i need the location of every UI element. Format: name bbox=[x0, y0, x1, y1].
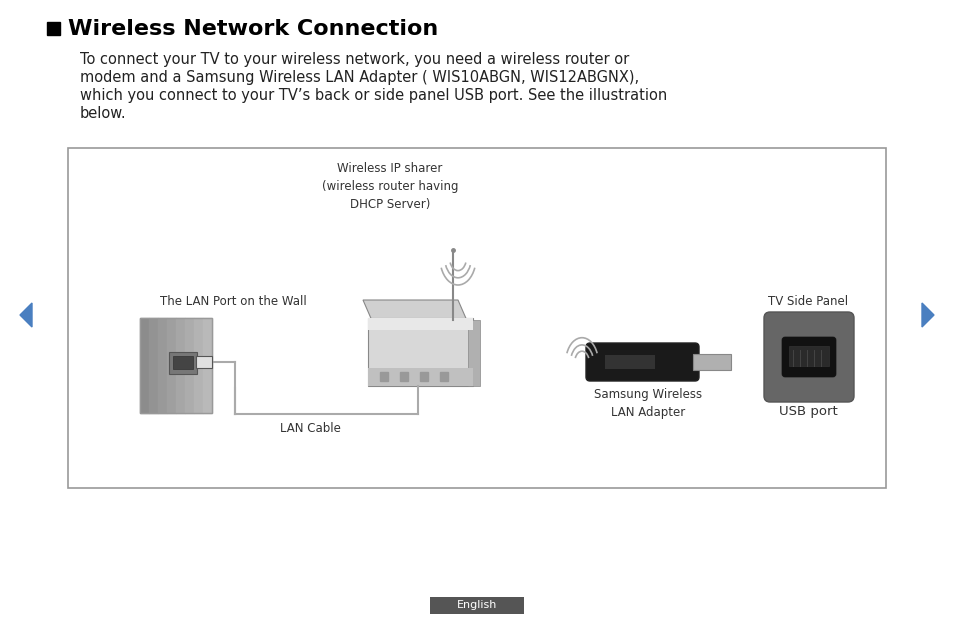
Text: Wireless Network Connection: Wireless Network Connection bbox=[68, 19, 437, 39]
Text: Samsung Wireless
LAN Adapter: Samsung Wireless LAN Adapter bbox=[594, 388, 701, 419]
Text: below.: below. bbox=[80, 106, 127, 121]
Text: which you connect to your TV’s back or side panel USB port. See the illustration: which you connect to your TV’s back or s… bbox=[80, 88, 666, 103]
Bar bbox=[140, 318, 149, 413]
FancyBboxPatch shape bbox=[172, 356, 193, 369]
Bar bbox=[158, 318, 167, 413]
Bar bbox=[47, 22, 60, 35]
Polygon shape bbox=[921, 303, 933, 327]
Bar bbox=[379, 372, 388, 381]
Text: English: English bbox=[456, 600, 497, 610]
Bar bbox=[193, 318, 203, 413]
FancyBboxPatch shape bbox=[195, 356, 212, 368]
Bar bbox=[149, 318, 158, 413]
Bar bbox=[167, 318, 175, 413]
Text: TV Side Panel: TV Side Panel bbox=[767, 295, 847, 308]
FancyBboxPatch shape bbox=[368, 318, 473, 386]
Text: modem and a Samsung Wireless LAN Adapter ( WIS10ABGN, WIS12ABGNX),: modem and a Samsung Wireless LAN Adapter… bbox=[80, 70, 639, 85]
Text: To connect your TV to your wireless network, you need a wireless router or: To connect your TV to your wireless netw… bbox=[80, 52, 629, 67]
FancyBboxPatch shape bbox=[430, 597, 523, 614]
FancyBboxPatch shape bbox=[468, 320, 479, 386]
Bar bbox=[203, 318, 212, 413]
Bar bbox=[419, 372, 428, 381]
Bar bbox=[399, 372, 408, 381]
Text: The LAN Port on the Wall: The LAN Port on the Wall bbox=[160, 295, 307, 308]
FancyBboxPatch shape bbox=[763, 312, 853, 402]
Bar bbox=[439, 372, 448, 381]
FancyBboxPatch shape bbox=[781, 337, 835, 377]
Text: LAN Cable: LAN Cable bbox=[279, 422, 340, 435]
FancyBboxPatch shape bbox=[604, 355, 655, 369]
FancyBboxPatch shape bbox=[788, 346, 828, 366]
FancyBboxPatch shape bbox=[169, 352, 196, 374]
FancyBboxPatch shape bbox=[368, 318, 473, 330]
Polygon shape bbox=[363, 300, 468, 323]
Bar bbox=[185, 318, 193, 413]
Polygon shape bbox=[20, 303, 32, 327]
Bar bbox=[68, 148, 885, 488]
FancyBboxPatch shape bbox=[692, 354, 730, 370]
FancyBboxPatch shape bbox=[368, 368, 473, 386]
FancyBboxPatch shape bbox=[585, 343, 699, 381]
Text: USB port: USB port bbox=[778, 405, 837, 418]
Text: Wireless IP sharer
(wireless router having
DHCP Server): Wireless IP sharer (wireless router havi… bbox=[321, 162, 457, 211]
Bar bbox=[175, 318, 185, 413]
Bar bbox=[140, 318, 212, 413]
